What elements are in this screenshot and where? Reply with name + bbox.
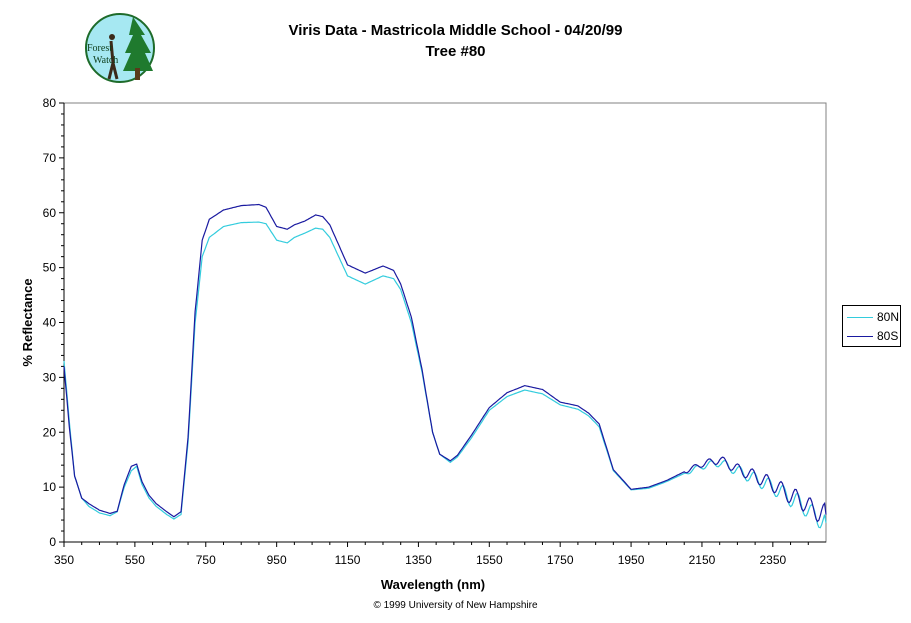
forest-watch-logo: Forest Watch [85, 13, 155, 83]
plot-area-border [63, 102, 827, 543]
x-tick-label: 550 [125, 553, 145, 567]
y-axis-label: % Reflectance [20, 278, 35, 366]
x-tick-label: 350 [54, 553, 74, 567]
x-tick-label: 1950 [618, 553, 645, 567]
x-tick-label: 1750 [547, 553, 574, 567]
legend-swatch-80s [847, 336, 873, 337]
x-tick-label: 1550 [476, 553, 503, 567]
legend-item-80s: 80S [847, 328, 901, 344]
y-tick-label: 40 [43, 316, 57, 330]
x-tick-label: 950 [267, 553, 287, 567]
series-line-80n [63, 221, 827, 529]
x-tick-label: 2350 [759, 553, 786, 567]
logo-text-watch: Watch [93, 55, 118, 66]
series-line-80s [63, 203, 827, 523]
x-tick-label: 2150 [689, 553, 716, 567]
logo-text-forest: Forest [87, 43, 112, 54]
y-tick-label: 0 [49, 535, 56, 549]
copyright-footer: © 1999 University of New Hampshire [373, 600, 538, 611]
x-tick-label: 1350 [405, 553, 432, 567]
y-tick-label: 60 [43, 206, 57, 220]
legend-label-80n: 80N [877, 310, 900, 324]
chart-title: Viris Data - Mastricola Middle School - … [288, 22, 623, 39]
legend-label-80s: 80S [877, 329, 899, 343]
y-tick-label: 50 [43, 261, 57, 275]
y-tick-label: 30 [43, 370, 57, 384]
x-axis-label: Wavelength (nm) [381, 577, 485, 592]
y-tick-label: 20 [43, 425, 57, 439]
chart-subtitle: Tree #80 [425, 43, 486, 60]
y-tick-label: 80 [43, 96, 57, 110]
x-tick-label: 750 [196, 553, 216, 567]
legend: 80N 80S [842, 305, 901, 347]
legend-swatch-80n [847, 317, 873, 318]
legend-item-80n: 80N [847, 309, 901, 325]
y-tick-label: 70 [43, 151, 57, 165]
x-tick-label: 1150 [335, 553, 361, 567]
y-tick-label: 10 [43, 480, 57, 494]
